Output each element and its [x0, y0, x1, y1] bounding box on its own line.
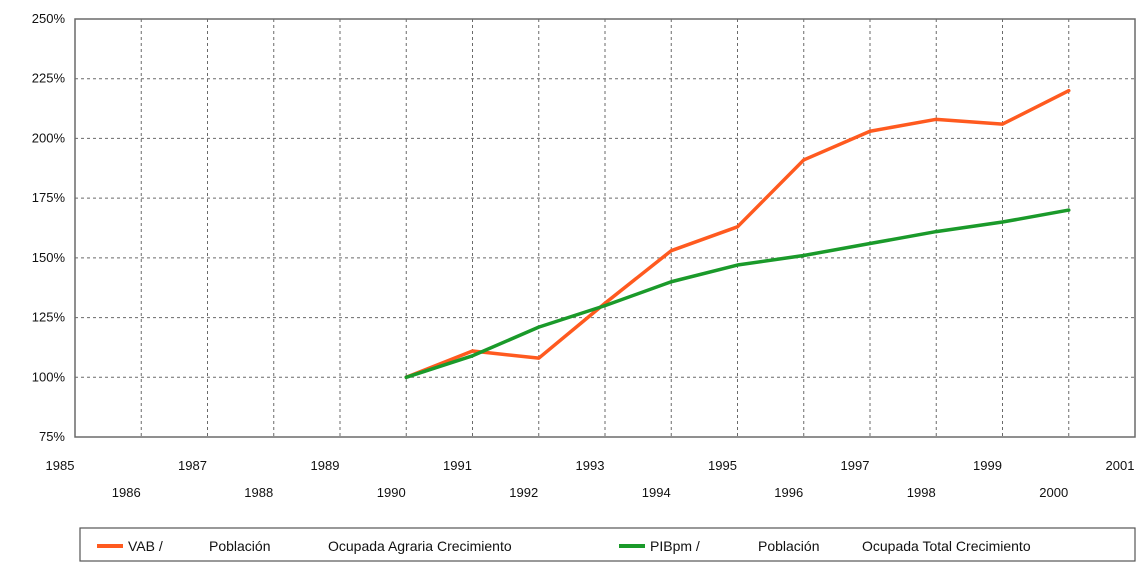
legend-label-pibpm-poblacion: Población	[758, 538, 820, 554]
x-tick-label: 1990	[377, 485, 406, 500]
data-point-pibpm	[1001, 220, 1004, 224]
x-tick-label: 2000	[1039, 485, 1068, 500]
data-point-pibpm	[471, 354, 474, 358]
x-tick-label: 1997	[841, 458, 870, 473]
x-axis-ticks: 1985 1986 1987 1988 1989 1990 1991 1992 1993 1994…	[46, 458, 1135, 500]
data-point-pibpm	[802, 253, 806, 257]
data-point-pibpm	[1067, 208, 1071, 212]
data-point-vab	[1001, 122, 1004, 126]
y-tick-label: 250%	[32, 11, 66, 26]
data-point-vab	[471, 349, 474, 353]
x-tick-label: 1989	[311, 458, 340, 473]
x-tick-label: 1999	[973, 458, 1002, 473]
data-point-pibpm	[404, 375, 408, 379]
x-tick-label: 2001	[1106, 458, 1135, 473]
legend-label-vab: VAB /	[128, 538, 163, 554]
y-tick-label: 75%	[39, 429, 65, 444]
x-tick-label: 1996	[774, 485, 803, 500]
data-point-vab	[537, 356, 541, 360]
x-tick-label: 1985	[46, 458, 75, 473]
y-tick-label: 100%	[32, 369, 66, 384]
x-tick-label: 1988	[244, 485, 273, 500]
data-point-pibpm	[736, 263, 739, 267]
y-tick-label: 175%	[32, 190, 66, 205]
legend: VAB / Población Ocupada Agraria Crecimie…	[79, 527, 1136, 562]
y-tick-label: 125%	[32, 310, 66, 325]
x-tick-label: 1986	[112, 485, 141, 500]
data-point-pibpm	[868, 242, 872, 246]
data-point-pibpm	[603, 304, 607, 308]
data-point-vab	[802, 158, 806, 162]
data-point-vab	[868, 129, 872, 133]
legend-label-pibpm: PIBpm /	[650, 538, 700, 554]
data-point-pibpm	[537, 325, 541, 329]
legend-label-vab-rest: Ocupada Agraria Crecimiento	[328, 538, 512, 554]
x-tick-label: 1998	[907, 485, 936, 500]
y-tick-label: 225%	[32, 71, 66, 86]
x-tick-label: 1987	[178, 458, 207, 473]
y-tick-label: 200%	[32, 130, 66, 145]
x-tick-label: 1993	[576, 458, 605, 473]
x-tick-label: 1995	[708, 458, 737, 473]
x-tick-label: 1994	[642, 485, 671, 500]
legend-label-vab-poblacion: Población	[209, 538, 271, 554]
data-point-pibpm	[669, 280, 673, 284]
x-tick-label: 1991	[443, 458, 472, 473]
grid	[74, 18, 1136, 438]
data-point-vab	[1067, 89, 1071, 93]
plot-frame	[74, 18, 1136, 438]
legend-box	[79, 527, 1136, 562]
data-point-vab	[934, 117, 938, 121]
x-tick-label: 1992	[509, 485, 538, 500]
y-tick-label: 150%	[32, 250, 66, 265]
data-point-vab	[669, 249, 673, 253]
series	[404, 88, 1071, 380]
legend-label-pibpm-rest: Ocupada Total Crecimiento	[862, 538, 1031, 554]
y-axis-ticks: 75% 100% 125% 150% 175% 200% 225% 250%	[32, 11, 66, 444]
data-point-vab	[736, 225, 739, 229]
data-point-pibpm	[934, 230, 938, 234]
